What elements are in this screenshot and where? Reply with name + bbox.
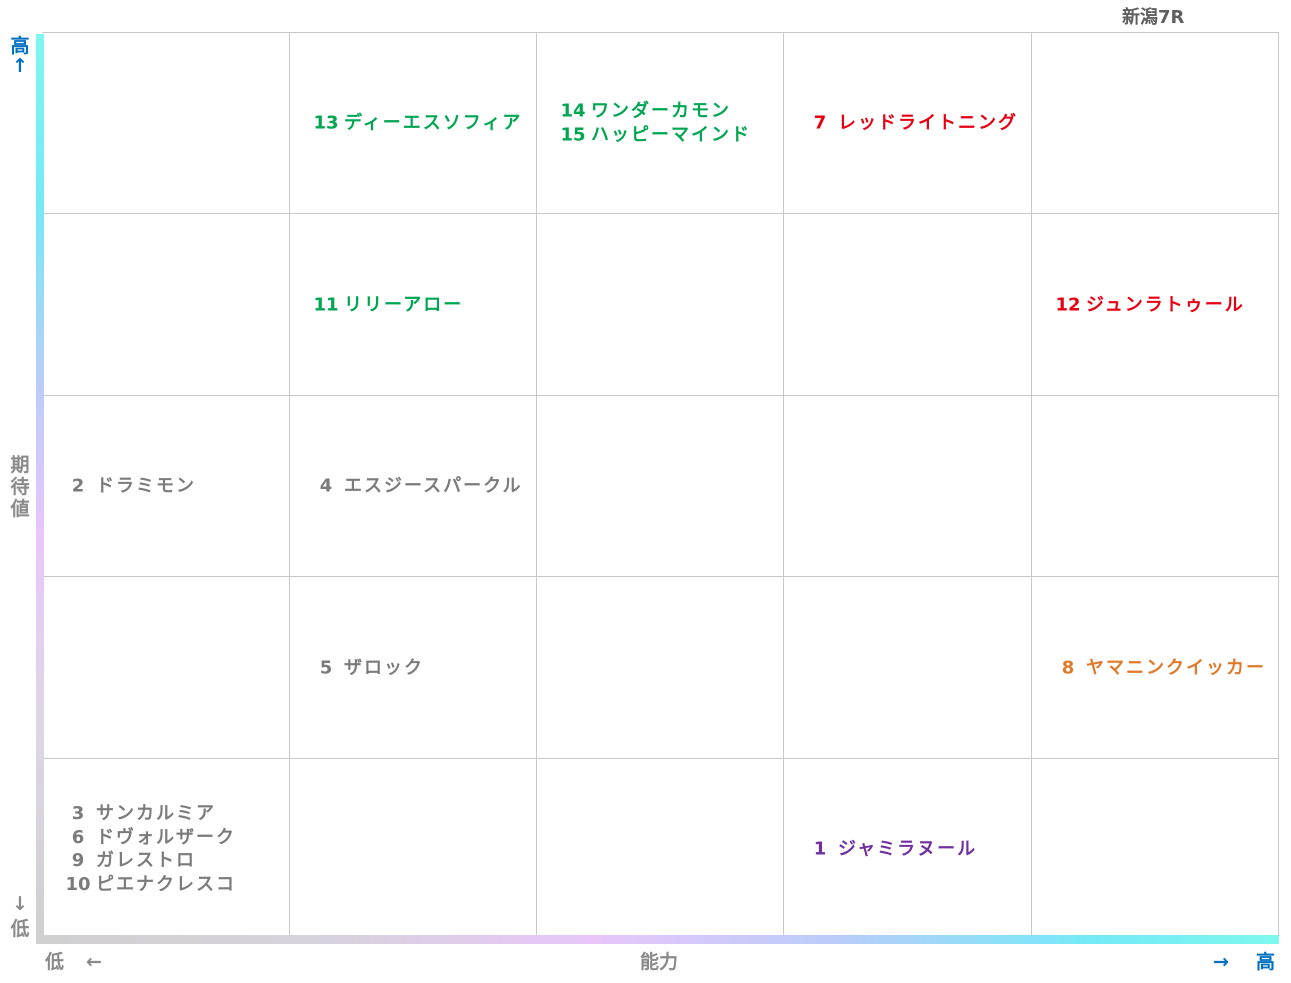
matrix-cell: 8 ヤマニンクイッカー bbox=[1032, 577, 1279, 759]
matrix-cell: 4 エスジースパークル bbox=[290, 396, 537, 577]
horse-list: 4 エスジースパークル bbox=[308, 474, 536, 498]
chart-title: 新潟7R bbox=[1122, 7, 1185, 28]
horse-list: 2 ドラミモン bbox=[60, 474, 289, 498]
matrix-cell bbox=[784, 396, 1032, 577]
horse-list: 12 ジュンラトゥール bbox=[1050, 293, 1278, 317]
horse-name: ジャミラヌール bbox=[838, 838, 978, 860]
horse-number: 2 bbox=[71, 475, 85, 497]
horse-name: ザロック bbox=[344, 656, 424, 678]
matrix-cell: 1 ジャミラヌール bbox=[784, 759, 1032, 940]
horse-entry: 14 ワンダーカモン bbox=[555, 100, 783, 124]
horse-name: ガレストロ bbox=[96, 850, 196, 871]
matrix-cell: 7 レッドライトニング bbox=[784, 32, 1032, 214]
matrix-cell bbox=[1032, 32, 1279, 214]
horse-name: ワンダーカモン bbox=[591, 100, 731, 122]
horse-number: 3 bbox=[71, 803, 85, 824]
horse-number: 6 bbox=[71, 826, 85, 848]
horse-list: 5 ザロック bbox=[308, 656, 536, 680]
x-axis-gradient-bar bbox=[36, 935, 1279, 944]
matrix-cell bbox=[537, 577, 784, 759]
x-axis-title: 能力 bbox=[640, 951, 679, 973]
horse-entry: 15 ハッピーマインド bbox=[555, 123, 783, 147]
horse-name: リリーアロー bbox=[344, 293, 464, 315]
horse-entry: 3 サンカルミア bbox=[60, 802, 289, 826]
matrix-cell: 14 ワンダーカモン 15 ハッピーマインド bbox=[537, 32, 784, 214]
horse-entry: 12 ジュンラトゥール bbox=[1050, 293, 1278, 317]
horse-number: 7 bbox=[813, 112, 827, 134]
y-axis-low-arrow: ↓ bbox=[12, 893, 28, 915]
horse-entry: 9 ガレストロ bbox=[60, 849, 289, 873]
horse-number: 15 bbox=[560, 124, 586, 145]
horse-entry: 2 ドラミモン bbox=[60, 474, 289, 498]
horse-number: 12 bbox=[1055, 293, 1081, 315]
horse-name: ピエナクレスコ bbox=[96, 873, 236, 895]
horse-entry: 13 ディーエスソフィア bbox=[308, 111, 536, 135]
y-axis-low-label: 低 bbox=[10, 918, 30, 940]
horse-entry: 11 リリーアロー bbox=[308, 293, 536, 317]
horse-entry: 8 ヤマニンクイッカー bbox=[1050, 656, 1278, 680]
horse-number: 1 bbox=[813, 838, 827, 860]
horse-number: 4 bbox=[319, 475, 333, 497]
horse-list: 14 ワンダーカモン 15 ハッピーマインド bbox=[555, 100, 783, 147]
horse-name: ディーエスソフィア bbox=[344, 112, 523, 134]
horse-list: 7 レッドライトニング bbox=[802, 111, 1031, 135]
x-axis-high-arrow: → bbox=[1213, 951, 1229, 973]
horse-list: 11 リリーアロー bbox=[308, 293, 536, 317]
horse-number: 8 bbox=[1061, 656, 1075, 678]
horse-name: エスジースパークル bbox=[344, 475, 523, 497]
horse-number: 10 bbox=[65, 873, 91, 895]
y-axis-title: 期待値 bbox=[10, 454, 30, 520]
horse-name: ドラミモン bbox=[96, 475, 196, 497]
matrix-cell bbox=[1032, 396, 1279, 577]
horse-entry: 1 ジャミラヌール bbox=[802, 837, 1031, 861]
horse-number: 13 bbox=[313, 112, 339, 134]
x-axis-low-arrow: ← bbox=[86, 951, 102, 973]
horse-name: ハッピーマインド bbox=[591, 124, 751, 145]
horse-number: 14 bbox=[560, 100, 586, 122]
y-axis-gradient-bar bbox=[36, 34, 44, 940]
matrix-cell: 12 ジュンラトゥール bbox=[1032, 214, 1279, 396]
horse-entry: 4 エスジースパークル bbox=[308, 474, 536, 498]
matrix-cell bbox=[42, 577, 290, 759]
horse-name: ヤマニンクイッカー bbox=[1086, 656, 1266, 678]
horse-list: 13 ディーエスソフィア bbox=[308, 111, 536, 135]
horse-entry: 7 レッドライトニング bbox=[802, 111, 1031, 135]
x-axis-low-label: 低 bbox=[45, 951, 65, 973]
horse-list: 3 サンカルミア 6 ドヴォルザーク 9 ガレストロ 10 ピエナクレスコ bbox=[60, 802, 289, 896]
matrix-cell bbox=[42, 214, 290, 396]
horse-entry: 6 ドヴォルザーク bbox=[60, 826, 289, 850]
matrix-cell bbox=[42, 32, 290, 214]
x-axis-high-label: 高 bbox=[1256, 951, 1276, 973]
horse-list: 1 ジャミラヌール bbox=[802, 837, 1031, 861]
horse-number: 9 bbox=[71, 850, 85, 871]
matrix-cell bbox=[537, 396, 784, 577]
matrix-cell: 11 リリーアロー bbox=[290, 214, 537, 396]
matrix-cell bbox=[537, 214, 784, 396]
matrix-grid: 13 ディーエスソフィア 14 ワンダーカモン 15 ハッピーマインド 7 レッドライトニング… bbox=[42, 32, 1279, 940]
matrix-cell: 3 サンカルミア 6 ドヴォルザーク 9 ガレストロ 10 ピエナクレスコ bbox=[42, 759, 290, 940]
y-axis-high-label: 高 bbox=[10, 35, 30, 57]
matrix-cell bbox=[784, 577, 1032, 759]
matrix-cell: 13 ディーエスソフィア bbox=[290, 32, 537, 214]
matrix-cell bbox=[290, 759, 537, 940]
horse-name: レッドライトニング bbox=[838, 112, 1018, 134]
horse-name: ドヴォルザーク bbox=[96, 826, 236, 848]
matrix-cell: 5 ザロック bbox=[290, 577, 537, 759]
matrix-cell bbox=[784, 214, 1032, 396]
y-axis-high-arrow: ↑ bbox=[12, 55, 28, 77]
horse-number: 11 bbox=[313, 293, 339, 315]
horse-entry: 5 ザロック bbox=[308, 656, 536, 680]
horse-list: 8 ヤマニンクイッカー bbox=[1050, 656, 1278, 680]
horse-number: 5 bbox=[319, 656, 333, 678]
matrix-cell bbox=[1032, 759, 1279, 940]
horse-entry: 10 ピエナクレスコ bbox=[60, 873, 289, 897]
horse-name: サンカルミア bbox=[96, 803, 216, 824]
matrix-cell: 2 ドラミモン bbox=[42, 396, 290, 577]
matrix-cell bbox=[537, 759, 784, 940]
horse-name: ジュンラトゥール bbox=[1086, 293, 1245, 315]
